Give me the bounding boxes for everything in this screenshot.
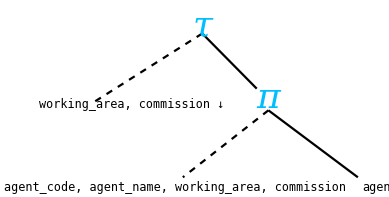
Text: π: π (256, 82, 280, 115)
Text: τ: τ (192, 9, 212, 43)
Text: agents: agents (362, 181, 389, 194)
Text: working_area, commission ↓: working_area, commission ↓ (39, 98, 224, 111)
Text: agent_code, agent_name, working_area, commission: agent_code, agent_name, working_area, co… (4, 181, 346, 194)
